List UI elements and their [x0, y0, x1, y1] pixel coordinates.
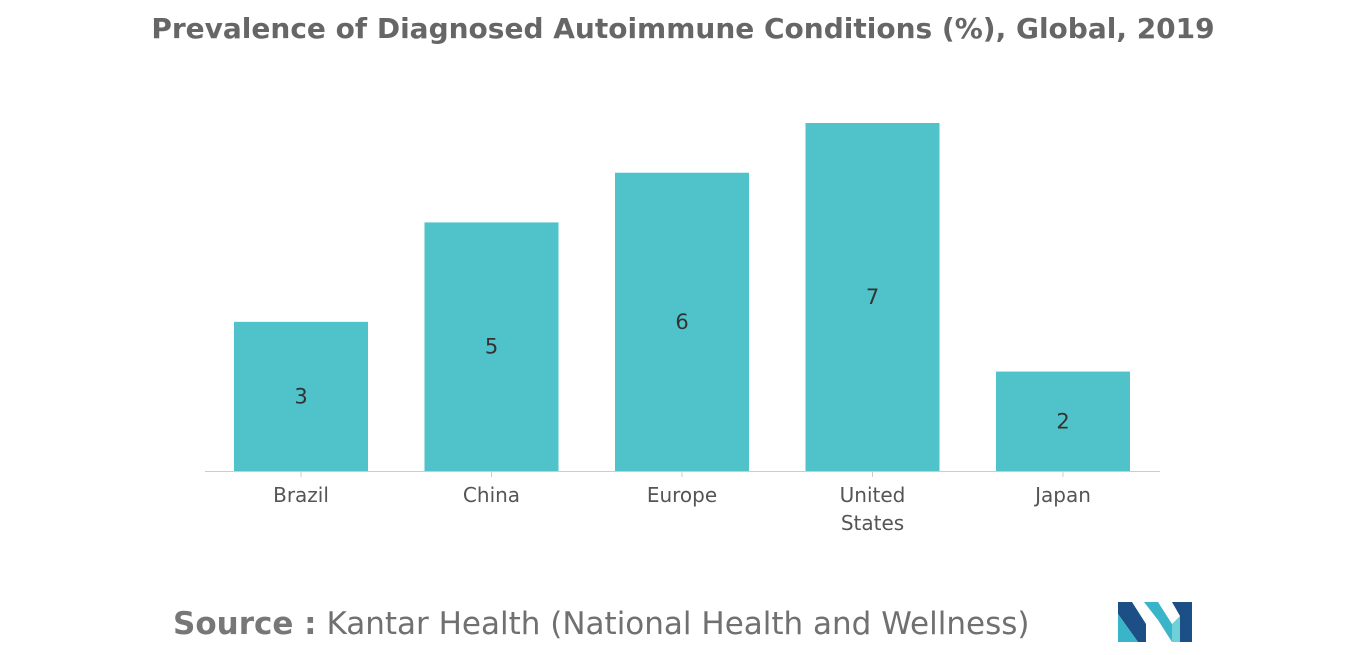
x-axis-ticks [300, 471, 1064, 477]
bar-china [424, 222, 559, 471]
chart-title: Prevalence of Diagnosed Autoimmune Condi… [151, 12, 1215, 45]
category-label-line: Brazil [273, 483, 329, 507]
data-label: 7 [866, 285, 879, 309]
logo-shape-mid [1144, 602, 1172, 642]
category-label: Japan [1033, 483, 1091, 507]
category-label-line: China [463, 483, 520, 507]
logo-shape-right [1172, 602, 1192, 642]
category-labels-group: Brazil China Europe United States Japan [273, 483, 1091, 535]
source-label: Source : [173, 606, 317, 642]
logo-shape-left [1118, 602, 1146, 642]
category-label: Europe [647, 483, 717, 507]
category-label-line: Europe [647, 483, 717, 507]
category-label-line: United [840, 483, 906, 507]
logo-shape-left-accent [1118, 614, 1138, 642]
data-label: 3 [294, 384, 307, 408]
category-label: Brazil [273, 483, 329, 507]
mordor-intelligence-logo-icon [1118, 602, 1192, 642]
data-label: 5 [485, 335, 498, 359]
source-note: Source : Kantar Health (National Health … [173, 606, 1029, 642]
logo-shape-right-accent [1172, 616, 1180, 642]
data-labels-group: 3 5 6 7 2 [294, 285, 1069, 433]
bar-japan [996, 371, 1130, 471]
source-text: Kantar Health (National Health and Welln… [326, 606, 1030, 642]
category-label: United States [840, 483, 906, 535]
bar-chart: 3 5 6 7 2 Brazil China Europe United States Japan [205, 123, 1160, 535]
bars-group [234, 123, 1130, 471]
bar-brazil [234, 321, 368, 471]
data-label: 6 [675, 310, 688, 334]
bar-united-states [805, 123, 940, 471]
bar-europe [615, 172, 749, 471]
data-label: 2 [1056, 409, 1069, 433]
category-label: China [463, 483, 520, 507]
category-label-line: States [841, 511, 904, 535]
category-label-line: Japan [1033, 483, 1091, 507]
